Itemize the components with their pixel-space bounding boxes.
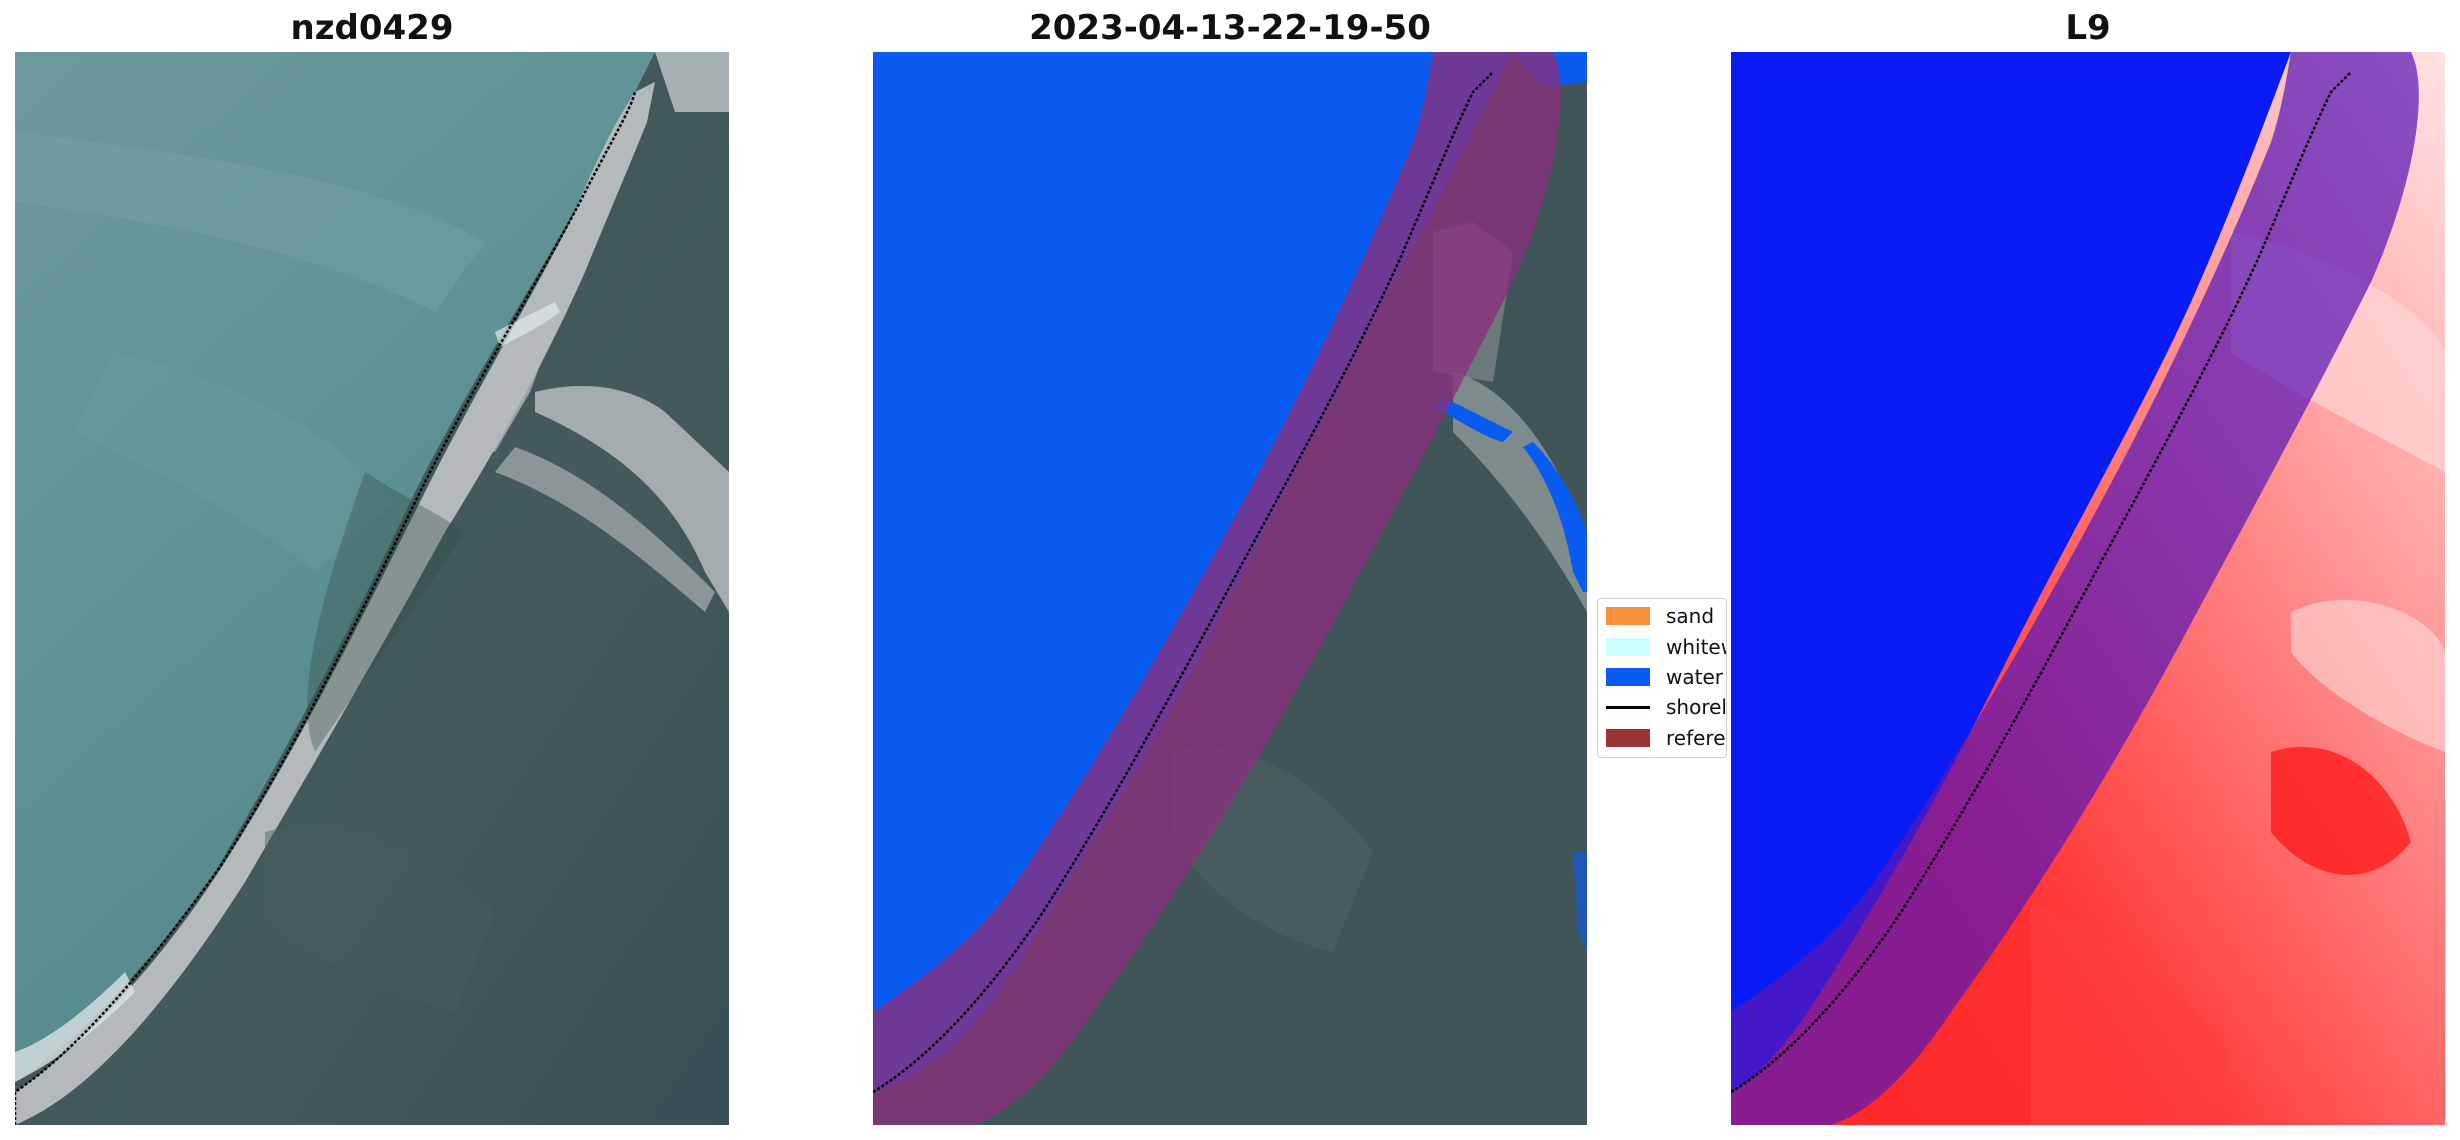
legend-item-shoreline: shorel <box>1606 692 1727 722</box>
legend-item-reference: referen <box>1606 723 1726 753</box>
legend-label-sand: sand <box>1666 604 1715 628</box>
index-image <box>1731 52 2445 1125</box>
reference-swatch <box>1606 729 1650 747</box>
water-swatch <box>1606 668 1650 686</box>
water-index <box>1731 52 2291 1092</box>
panel-title-rgb: nzd0429 <box>290 8 454 48</box>
rgb-image-panel <box>15 52 729 1125</box>
whitewater-swatch <box>1606 638 1650 656</box>
shoreline-swatch <box>1606 705 1650 709</box>
panel-title-classification: 2023-04-13-22-19-50 <box>1029 8 1431 48</box>
shoreline <box>873 71 1494 1094</box>
rgb-image <box>15 52 729 1125</box>
shoreline <box>15 91 637 1125</box>
shoreline <box>1731 71 2352 1094</box>
index-panel <box>1731 52 2445 1125</box>
legend-item-sand: sand <box>1606 601 1714 631</box>
legend-item-water: water <box>1606 662 1723 692</box>
sand-swatch <box>1606 607 1650 625</box>
panel-title-index: L9 <box>2065 8 2111 48</box>
legend-label-shoreline: shorel <box>1666 695 1727 719</box>
reference-buffer <box>873 52 1561 1125</box>
beach-strip <box>15 82 655 1125</box>
reference-buffer <box>1731 52 2419 1125</box>
classification-panel <box>873 52 1587 1125</box>
legend-label-reference: referen <box>1666 726 1726 750</box>
classification-image <box>873 52 1587 1125</box>
legend-label-water: water <box>1666 665 1723 689</box>
